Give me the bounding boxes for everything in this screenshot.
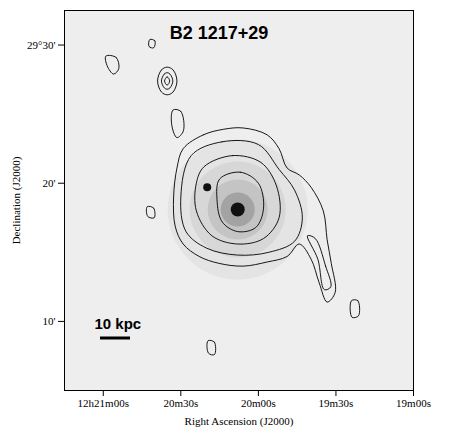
svg-text:19m00s: 19m00s bbox=[396, 397, 431, 409]
svg-text:12h21m00s: 12h21m00s bbox=[78, 397, 129, 409]
svg-text:20m00s: 20m00s bbox=[241, 397, 276, 409]
svg-text:Declination (J2000): Declination (J2000) bbox=[10, 156, 23, 244]
svg-text:20m30s: 20m30s bbox=[163, 397, 198, 409]
svg-text:19m30s: 19m30s bbox=[319, 397, 354, 409]
svg-text:20': 20' bbox=[43, 177, 56, 189]
svg-text:B2 1217+29: B2 1217+29 bbox=[170, 23, 269, 43]
svg-text:Right Ascension (J2000): Right Ascension (J2000) bbox=[185, 415, 294, 428]
svg-text:29°30': 29°30' bbox=[27, 39, 55, 51]
svg-text:10': 10' bbox=[43, 315, 56, 327]
svg-text:10 kpc: 10 kpc bbox=[95, 315, 142, 332]
